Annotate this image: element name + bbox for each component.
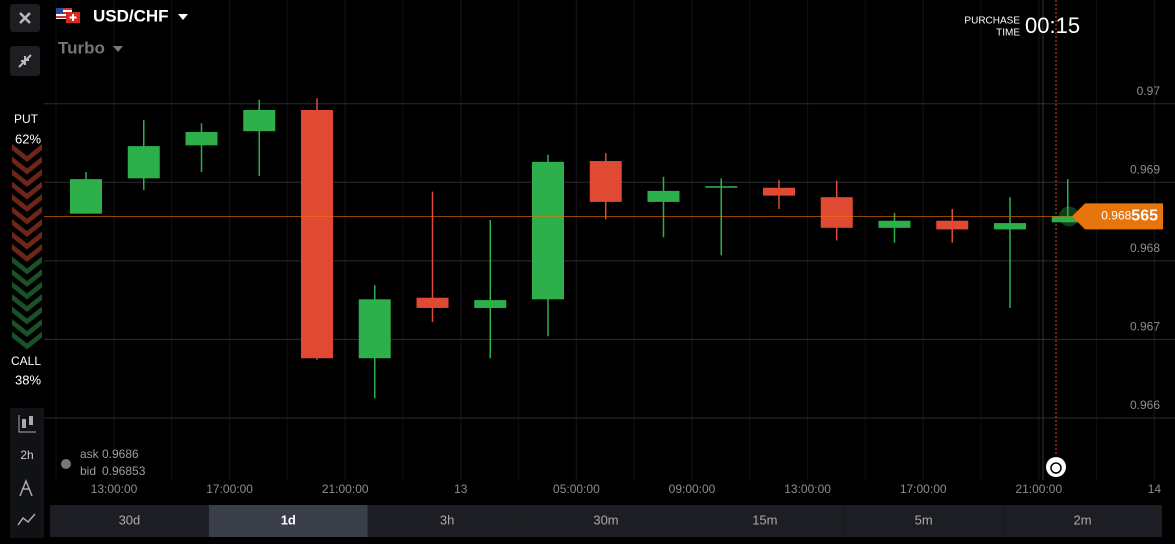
x-tick-label: 14 [1148,482,1162,496]
purchase-time: 00:15 [1025,13,1080,38]
asset-caret [178,14,188,20]
current-price: 0.968565 [1101,208,1158,225]
flag [56,8,80,23]
collapse-icon [18,54,32,68]
sentiment-chevron [12,206,42,225]
sentiment-chevron [12,294,42,312]
timeframe-label[interactable]: 15m [752,512,777,527]
x-tick-label: 09:00:00 [669,482,716,496]
timeframe-button[interactable] [50,505,209,537]
timeframe-bar: 30d 1d 3h 30m 15m 5m 2m [50,505,1162,537]
y-tick-label: 0.97 [1137,84,1161,98]
x-tick-label: 21:00:00 [1015,482,1062,496]
help-icon[interactable] [61,459,71,469]
sentiment-chevron [12,156,42,175]
sentiment-indicator [12,144,42,350]
timeframe-button[interactable] [1003,505,1162,537]
candle-body [589,161,622,202]
timeframe-label[interactable]: 5m [915,512,933,527]
close-icon [19,12,31,24]
candle-body [532,161,564,300]
purchase-label: TIME [996,28,1020,39]
candle-body [1051,216,1084,223]
candle-body [994,223,1026,230]
sentiment-chevron [12,319,42,337]
x-tick-label: 17:00:00 [900,482,947,496]
y-tick-label: 0.967 [1130,320,1160,334]
sentiment-chevron [12,194,42,212]
timeframe-button[interactable] [367,505,527,537]
x-tick-label: 13:00:00 [91,482,138,496]
ask-value: 0.9686 [102,447,139,461]
sentiment-chevron [12,306,42,325]
sentiment-chevron [12,256,42,275]
chart-type-button[interactable] [18,415,36,433]
candle-body [243,109,276,132]
timeframe-label[interactable]: 30m [593,512,618,527]
candle-body [301,109,333,359]
sentiment-chevron [12,169,42,187]
sentiment-chevron [12,331,42,350]
sentiment-chevron [12,231,42,250]
call-label: CALL [11,354,41,368]
timeframe-button[interactable] [685,505,845,537]
mode-caret [113,46,123,52]
x-tick-label: 21:00:00 [322,482,369,496]
sentiment-chevron [12,219,42,237]
interval-button[interactable]: 2h [20,448,33,462]
candle-body [70,179,102,214]
bid-value: 0.96853 [102,464,146,478]
mode-name[interactable]: Turbo [58,38,105,57]
y-tick-label: 0.966 [1130,398,1160,412]
x-tick-label: 05:00:00 [553,482,600,496]
candle-body [878,220,911,228]
chart-area: 13:00:00 17:00:00 21:00:00 13 05:00:00 09:00:… [44,0,1175,496]
call-percent: 38% [15,372,41,387]
sentiment-chevron [12,144,42,162]
timeframe-button[interactable] [208,505,368,537]
sentiment-chevron [12,269,42,287]
candle-body [474,300,507,308]
candle-body [705,186,738,188]
toolbar [10,408,44,538]
timeframe-label[interactable]: 3h [440,512,454,527]
sentiment-chevron [12,281,42,300]
put-percent: 62% [15,131,41,146]
timeframe-label[interactable]: 2m [1074,512,1092,527]
candle-body [936,220,969,230]
candle-body [820,197,853,228]
price-glow [1059,206,1079,227]
timeframe-label[interactable]: 30d [119,512,141,527]
candle-body [763,187,795,196]
asset-name[interactable]: USD/CHF [93,6,169,25]
expiry-timer [1046,457,1066,477]
draw-tool-button[interactable] [19,478,33,497]
timeframe-button[interactable] [844,505,1004,537]
timeframe-button[interactable] [526,505,686,537]
purchase-label: PURCHASE [964,16,1020,27]
bid-label: bid [80,464,96,478]
put-label: PUT [14,112,39,126]
y-tick-label: 0.968 [1130,241,1160,255]
x-tick-label: 13:00:00 [784,482,831,496]
candle-body [358,299,391,359]
x-tick-label: 13 [454,482,468,496]
expiry-timer-face [1050,462,1062,474]
y-tick-label: 0.969 [1130,162,1160,176]
price-tag [1072,203,1163,230]
candle-body [647,190,680,202]
ask-label: ask [80,447,100,461]
x-tick-label: 17:00:00 [206,482,253,496]
candle-body [185,131,218,146]
candle-body [416,297,449,308]
sentiment-chevron [12,181,42,200]
indicator-button[interactable] [17,513,36,526]
timeframe-label[interactable]: 1d [281,512,296,527]
sentiment-chevron [12,244,42,262]
candle-body [127,146,160,179]
